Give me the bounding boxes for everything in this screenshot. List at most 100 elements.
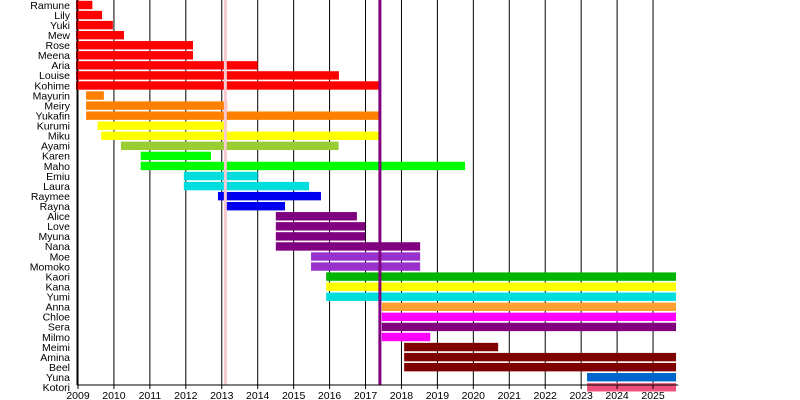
x-tick-label: 2022	[534, 390, 558, 400]
bar-kotori	[587, 383, 677, 392]
bar-meena	[76, 51, 194, 60]
bar-laura	[183, 181, 310, 191]
bar-raymee	[217, 191, 321, 201]
member-label: Louise	[39, 70, 70, 82]
bar-ayami	[120, 141, 339, 151]
member-label: Beel	[49, 362, 70, 374]
x-axis: 2009 2010 2011 2012 2013 2014 2015 2016 2017 2018…	[66, 0, 679, 400]
member-label: Kotori	[43, 382, 70, 394]
member-label: Yuna	[46, 372, 70, 384]
bar-alice	[275, 212, 357, 221]
member-label: Emiu	[46, 171, 70, 183]
member-label: Rose	[45, 40, 70, 52]
member-label: Alice	[47, 211, 70, 223]
x-tick-label: 2017	[354, 390, 378, 400]
member-label: Lily	[54, 10, 71, 22]
bar-meimi	[404, 342, 499, 352]
bar-nana	[275, 242, 421, 251]
bar-meiry	[86, 101, 228, 110]
x-tick-label: 2013	[210, 390, 234, 400]
member-labels: RamuneLilyYukiMewRoseMeenaAriaLouiseKohi…	[30, 0, 71, 394]
x-tick-label: 2025	[641, 390, 665, 400]
member-label: Nana	[45, 241, 70, 253]
bar-louise	[76, 71, 339, 80]
bar-karen	[140, 151, 211, 161]
bar-kurumi	[97, 121, 228, 130]
bar-amina	[404, 352, 677, 362]
member-label: Aria	[51, 60, 70, 72]
bar-myuna	[275, 232, 366, 241]
bar-maho	[140, 161, 466, 171]
member-label: Maho	[44, 161, 70, 173]
bar-emiu	[183, 171, 258, 181]
x-tick-label: 2020	[462, 390, 486, 400]
bar-lily	[76, 10, 103, 20]
bar-love	[275, 222, 366, 231]
bar-kaori	[326, 272, 677, 281]
bar-rose	[76, 41, 194, 50]
bar-kohime	[76, 81, 380, 90]
member-label: Ramune	[30, 0, 70, 12]
member-label: Chloe	[43, 312, 71, 324]
bar-mayurin	[86, 91, 104, 100]
x-tick-label: 2019	[426, 390, 450, 400]
x-tick-label: 2012	[174, 390, 198, 400]
member-label: Yuki	[50, 20, 70, 32]
x-tick-label: 2016	[318, 390, 342, 400]
x-tick-label: 2021	[498, 390, 522, 400]
x-tick-label: 2014	[246, 390, 270, 400]
bar-ramune	[76, 0, 93, 10]
bar-beel	[404, 362, 677, 372]
member-label: Ayami	[41, 141, 70, 153]
member-label: Yumi	[47, 292, 70, 304]
bar-anna	[381, 302, 677, 311]
member-label: Raymee	[31, 191, 70, 203]
bar-yumi	[326, 292, 677, 301]
bar-yuna	[587, 373, 677, 382]
member-bars	[76, 0, 677, 392]
bar-rayna	[224, 202, 286, 211]
bar-milmo	[381, 332, 431, 342]
member-label: Myuna	[38, 231, 70, 243]
bar-aria	[76, 61, 258, 70]
x-tick-label: 2011	[139, 390, 162, 400]
bar-momoko	[311, 262, 421, 271]
x-tick-label: 2015	[282, 390, 306, 400]
bar-yuki	[76, 20, 113, 30]
x-tick-label: 2024	[605, 390, 629, 400]
member-label: Milmo	[42, 332, 70, 344]
bar-yukafin	[86, 111, 380, 120]
member-label: Sera	[48, 322, 70, 334]
member-label: Meimi	[42, 342, 70, 354]
member-label: Amina	[40, 352, 70, 364]
member-label: Yukafin	[36, 110, 71, 122]
bar-kana	[326, 282, 677, 291]
member-label: Kohime	[34, 80, 70, 92]
member-label: Mayurin	[33, 90, 71, 102]
bar-sera	[381, 322, 677, 332]
x-tick-label: 2023	[569, 390, 593, 400]
x-tick-label: 2009	[66, 390, 90, 400]
member-label: Laura	[43, 181, 70, 193]
member-label: Miku	[48, 131, 70, 143]
bar-mew	[76, 30, 125, 40]
bar-miku	[101, 131, 380, 140]
member-label: Meena	[38, 50, 70, 62]
member-label: Kaori	[45, 271, 70, 283]
member-label: Karen	[42, 151, 70, 163]
member-label: Moe	[50, 251, 71, 263]
x-tick-label: 2010	[102, 390, 126, 400]
member-label: Love	[47, 221, 70, 233]
member-label: Mew	[48, 30, 71, 42]
x-tick-label: 2018	[390, 390, 414, 400]
bar-chloe	[381, 312, 677, 322]
member-label: Meiry	[44, 100, 70, 112]
member-label: Kana	[45, 281, 70, 293]
member-label: Rayna	[40, 201, 71, 213]
bar-moe	[311, 252, 421, 261]
event-markers	[223, 0, 382, 385]
member-label: Kurumi	[37, 121, 70, 133]
member-label: Momoko	[30, 261, 70, 273]
member-label: Anna	[45, 302, 70, 314]
